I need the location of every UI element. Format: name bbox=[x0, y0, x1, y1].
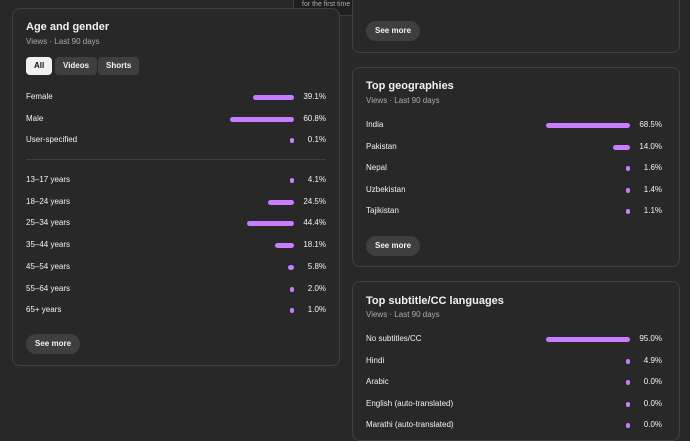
stat-row: Pakistan 14.0% bbox=[366, 142, 662, 154]
card-title: Top subtitle/CC languages bbox=[366, 295, 504, 307]
percentage-bar bbox=[274, 243, 294, 249]
row-label: Arabic bbox=[366, 377, 389, 386]
row-label: 65+ years bbox=[26, 305, 62, 315]
stat-row: Nepal 1.6% bbox=[366, 163, 662, 175]
see-more-button[interactable]: See more bbox=[26, 334, 81, 354]
row-percentage: 18.1% bbox=[303, 240, 326, 250]
percentage-bar bbox=[289, 178, 294, 183]
percentage-bar bbox=[246, 221, 294, 227]
chip-shorts[interactable]: Shorts bbox=[98, 57, 140, 75]
row-label: Pakistan bbox=[366, 141, 397, 151]
row-label: 45–54 years bbox=[26, 261, 71, 271]
card-subtitle: Views · Last 90 days bbox=[366, 96, 440, 105]
percentage-bar bbox=[626, 380, 630, 385]
percentage-bar bbox=[625, 358, 630, 364]
row-percentage: 5.8% bbox=[307, 261, 326, 271]
row-percentage: 95.0% bbox=[639, 334, 662, 343]
percentage-bar bbox=[546, 337, 630, 342]
row-label: Marathi (auto-translated) bbox=[366, 420, 454, 429]
row-percentage: 0.0% bbox=[643, 377, 662, 386]
stat-row: No subtitles/CC 95.0% bbox=[366, 334, 662, 346]
card-title: Age and gender bbox=[26, 21, 110, 33]
stat-row: Male 60.8% bbox=[26, 114, 326, 126]
row-label: Male bbox=[26, 113, 44, 123]
row-percentage: 60.8% bbox=[303, 113, 326, 123]
row-percentage: 1.0% bbox=[307, 305, 326, 315]
percentage-bar bbox=[268, 199, 294, 205]
row-percentage: 1.1% bbox=[643, 206, 662, 215]
percentage-bar bbox=[626, 423, 630, 428]
percentage-bar bbox=[546, 123, 630, 128]
row-label: English (auto-translated) bbox=[366, 398, 454, 408]
row-label: 35–44 years bbox=[26, 240, 71, 250]
top-card: See more bbox=[352, 0, 680, 53]
geographies-card: Top geographies Views · Last 90 days Ind… bbox=[352, 67, 680, 267]
stat-row: 55–64 years 2.0% bbox=[26, 284, 326, 296]
row-percentage: 0.0% bbox=[643, 398, 662, 408]
stat-row: 35–44 years 18.1% bbox=[26, 240, 326, 252]
row-percentage: 2.0% bbox=[307, 283, 326, 293]
divider bbox=[26, 159, 326, 160]
card-subtitle: Views · Last 90 days bbox=[366, 310, 440, 319]
stat-row: Uzbekistan 1.4% bbox=[366, 185, 662, 197]
row-label: 25–34 years bbox=[26, 218, 71, 228]
row-percentage: 24.5% bbox=[303, 196, 326, 206]
row-label: 13–17 years bbox=[26, 175, 71, 184]
row-percentage: 1.4% bbox=[643, 184, 662, 194]
stat-row: 18–24 years 24.5% bbox=[26, 197, 326, 209]
percentage-bar bbox=[626, 166, 630, 171]
stat-row: 13–17 years 4.1% bbox=[26, 175, 326, 187]
percentage-bar bbox=[626, 209, 630, 214]
row-percentage: 0.0% bbox=[643, 420, 662, 429]
stat-row: 25–34 years 44.4% bbox=[26, 218, 326, 230]
see-more-button[interactable]: See more bbox=[366, 21, 421, 41]
chip-videos[interactable]: Videos bbox=[55, 57, 98, 75]
age-gender-card: Age and gender Views · Last 90 days All … bbox=[12, 8, 340, 366]
percentage-bar bbox=[626, 187, 630, 193]
percentage-bar bbox=[290, 286, 294, 292]
stat-row: User-specified 0.1% bbox=[26, 135, 326, 147]
stat-row: Tajikistan 1.1% bbox=[366, 206, 662, 218]
see-more-button[interactable]: See more bbox=[366, 236, 421, 256]
row-percentage: 0.1% bbox=[307, 135, 326, 144]
percentage-bar bbox=[612, 144, 630, 150]
stat-row: 65+ years 1.0% bbox=[26, 305, 326, 317]
stat-row: Female 39.1% bbox=[26, 92, 326, 104]
row-label: Tajikistan bbox=[366, 206, 399, 215]
stat-row: India 68.5% bbox=[366, 120, 662, 132]
row-percentage: 1.6% bbox=[643, 163, 662, 172]
card-title: Top geographies bbox=[366, 80, 454, 92]
stat-row: 45–54 years 5.8% bbox=[26, 262, 326, 274]
subtitles-card: Top subtitle/CC languages Views · Last 9… bbox=[352, 281, 680, 441]
row-percentage: 14.0% bbox=[639, 141, 662, 151]
row-label: 55–64 years bbox=[26, 283, 71, 293]
stat-row: Arabic 0.0% bbox=[366, 377, 662, 389]
row-label: Female bbox=[26, 92, 53, 101]
stat-row: English (auto-translated) 0.0% bbox=[366, 399, 662, 411]
stat-row: Hindi 4.9% bbox=[366, 356, 662, 368]
percentage-bar bbox=[287, 264, 294, 270]
row-percentage: 4.9% bbox=[643, 355, 662, 365]
percentage-bar bbox=[252, 95, 294, 100]
row-label: User-specified bbox=[26, 135, 78, 144]
row-label: Hindi bbox=[366, 355, 385, 365]
row-label: Nepal bbox=[366, 163, 387, 172]
stat-row: Marathi (auto-translated) 0.0% bbox=[366, 420, 662, 432]
percentage-bar bbox=[229, 116, 294, 122]
percentage-bar bbox=[626, 401, 630, 407]
row-percentage: 39.1% bbox=[303, 92, 326, 101]
chip-all[interactable]: All bbox=[26, 57, 53, 75]
row-label: No subtitles/CC bbox=[366, 334, 422, 343]
row-percentage: 4.1% bbox=[307, 175, 326, 184]
row-percentage: 44.4% bbox=[303, 218, 326, 228]
row-label: Uzbekistan bbox=[366, 184, 406, 194]
row-label: India bbox=[366, 120, 384, 129]
row-percentage: 68.5% bbox=[639, 120, 662, 129]
percentage-bar bbox=[290, 308, 294, 314]
percentage-bar bbox=[290, 138, 294, 143]
row-label: 18–24 years bbox=[26, 196, 71, 206]
card-subtitle: Views · Last 90 days bbox=[26, 37, 100, 46]
